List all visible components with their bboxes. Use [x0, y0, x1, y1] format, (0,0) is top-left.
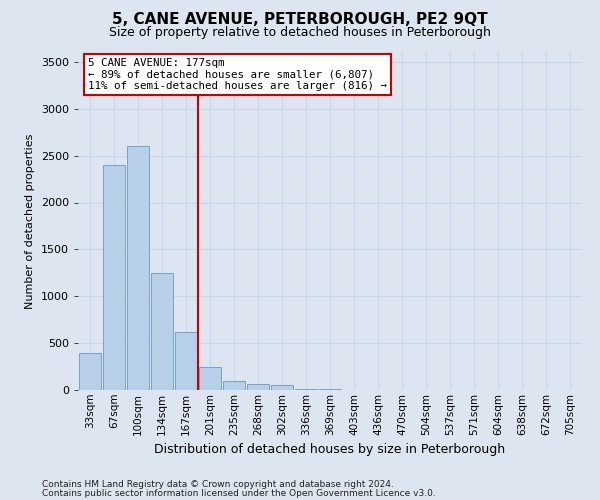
Bar: [199, 366, 221, 390]
Text: Size of property relative to detached houses in Peterborough: Size of property relative to detached ho…: [109, 26, 491, 39]
Bar: [295, 388, 317, 390]
Text: 5 CANE AVENUE: 177sqm
← 89% of detached houses are smaller (6,807)
11% of semi-d: 5 CANE AVENUE: 177sqm ← 89% of detached …: [88, 58, 387, 91]
Bar: [319, 389, 341, 390]
Bar: [127, 146, 149, 390]
Bar: [247, 384, 269, 390]
Text: 5, CANE AVENUE, PETERBOROUGH, PE2 9QT: 5, CANE AVENUE, PETERBOROUGH, PE2 9QT: [112, 12, 488, 28]
Bar: [103, 165, 125, 390]
Y-axis label: Number of detached properties: Number of detached properties: [25, 134, 35, 309]
Text: Contains public sector information licensed under the Open Government Licence v3: Contains public sector information licen…: [42, 489, 436, 498]
Bar: [271, 386, 293, 390]
X-axis label: Distribution of detached houses by size in Peterborough: Distribution of detached houses by size …: [154, 443, 506, 456]
Bar: [223, 380, 245, 390]
Bar: [175, 332, 197, 390]
Text: Contains HM Land Registry data © Crown copyright and database right 2024.: Contains HM Land Registry data © Crown c…: [42, 480, 394, 489]
Bar: [151, 273, 173, 390]
Bar: [79, 352, 101, 390]
